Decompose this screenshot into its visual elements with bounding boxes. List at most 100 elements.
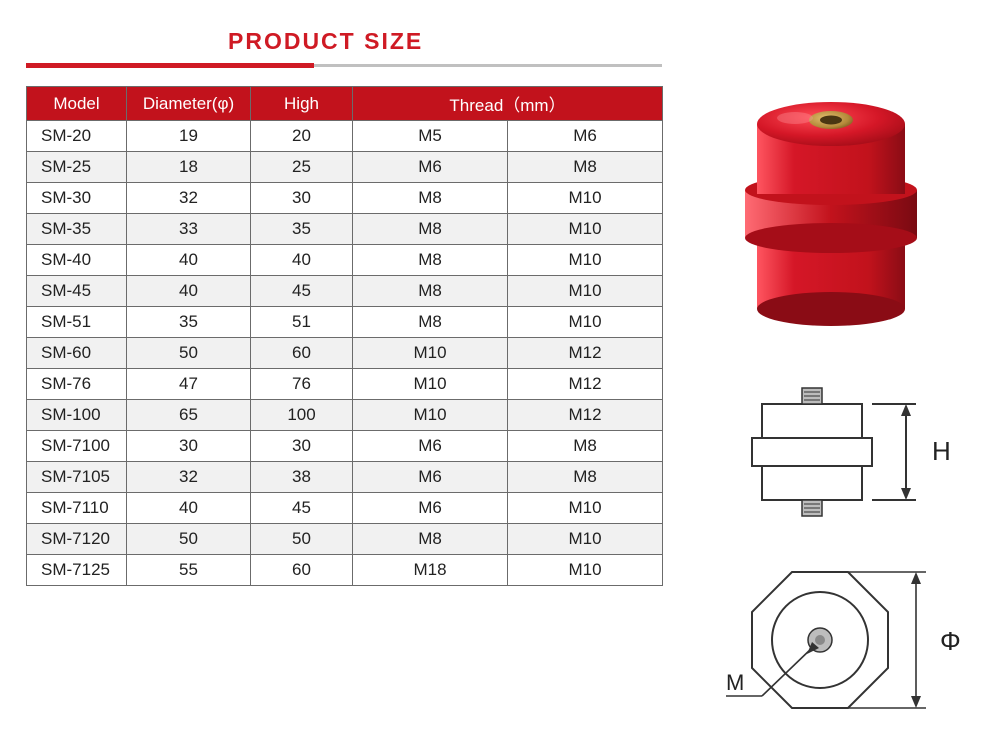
- h-label: H: [932, 436, 951, 466]
- cell-diameter: 50: [127, 338, 251, 369]
- section-title: PRODUCT SIZE: [228, 28, 423, 55]
- cell-thread-1: M8: [353, 183, 508, 214]
- cell-high: 50: [251, 524, 353, 555]
- cell-thread-1: M6: [353, 462, 508, 493]
- cell-high: 40: [251, 245, 353, 276]
- cell-diameter: 18: [127, 152, 251, 183]
- col-model: Model: [27, 87, 127, 121]
- cell-high: 25: [251, 152, 353, 183]
- col-high: High: [251, 87, 353, 121]
- cell-model: SM-7120: [27, 524, 127, 555]
- cell-model: SM-45: [27, 276, 127, 307]
- cell-model: SM-51: [27, 307, 127, 338]
- cell-thread-2: M10: [508, 555, 663, 586]
- table-row: SM-71104045M6M10: [27, 493, 663, 524]
- cell-thread-2: M12: [508, 400, 663, 431]
- cell-thread-2: M10: [508, 493, 663, 524]
- cell-thread-2: M8: [508, 431, 663, 462]
- cell-diameter: 35: [127, 307, 251, 338]
- table-row: SM-454045M8M10: [27, 276, 663, 307]
- size-table-wrap: Model Diameter(φ) High Thread（mm） SM-201…: [26, 86, 662, 586]
- cell-thread-2: M10: [508, 524, 663, 555]
- cell-thread-2: M12: [508, 369, 663, 400]
- cell-thread-1: M6: [353, 152, 508, 183]
- cell-model: SM-7110: [27, 493, 127, 524]
- cell-diameter: 19: [127, 121, 251, 152]
- title-rule-red: [26, 63, 314, 68]
- cell-model: SM-40: [27, 245, 127, 276]
- cell-thread-1: M10: [353, 369, 508, 400]
- cell-thread-2: M8: [508, 462, 663, 493]
- cell-high: 30: [251, 183, 353, 214]
- cell-thread-1: M8: [353, 524, 508, 555]
- cell-thread-1: M10: [353, 338, 508, 369]
- cell-model: SM-7125: [27, 555, 127, 586]
- table-row: SM-71053238M6M8: [27, 462, 663, 493]
- cell-thread-2: M10: [508, 183, 663, 214]
- cell-diameter: 40: [127, 276, 251, 307]
- cell-thread-1: M18: [353, 555, 508, 586]
- cell-thread-1: M8: [353, 307, 508, 338]
- cell-diameter: 32: [127, 183, 251, 214]
- cell-diameter: 33: [127, 214, 251, 245]
- cell-thread-2: M10: [508, 245, 663, 276]
- page-root: PRODUCT SIZE Model Diameter(φ) High Thre…: [0, 0, 1000, 734]
- table-row: SM-201920M5M6: [27, 121, 663, 152]
- cell-diameter: 32: [127, 462, 251, 493]
- col-thread: Thread（mm）: [353, 87, 663, 121]
- cell-thread-1: M8: [353, 276, 508, 307]
- cell-high: 45: [251, 276, 353, 307]
- cell-thread-1: M5: [353, 121, 508, 152]
- table-row: SM-10065100M10M12: [27, 400, 663, 431]
- cell-thread-1: M10: [353, 400, 508, 431]
- cell-thread-1: M6: [353, 493, 508, 524]
- cell-model: SM-7105: [27, 462, 127, 493]
- m-label: M: [726, 670, 744, 695]
- table-row: SM-71003030M6M8: [27, 431, 663, 462]
- table-row: SM-404040M8M10: [27, 245, 663, 276]
- table-row: SM-513551M8M10: [27, 307, 663, 338]
- cell-thread-2: M8: [508, 152, 663, 183]
- cell-thread-1: M6: [353, 431, 508, 462]
- diagram-phi: M Φ: [692, 556, 980, 726]
- cell-thread-2: M10: [508, 214, 663, 245]
- cell-high: 20: [251, 121, 353, 152]
- product-photo: [715, 70, 947, 328]
- cell-thread-2: M6: [508, 121, 663, 152]
- cell-diameter: 50: [127, 524, 251, 555]
- cell-model: SM-35: [27, 214, 127, 245]
- cell-thread-1: M8: [353, 245, 508, 276]
- cell-high: 38: [251, 462, 353, 493]
- cell-model: SM-25: [27, 152, 127, 183]
- cell-thread-1: M8: [353, 214, 508, 245]
- col-diameter: Diameter(φ): [127, 87, 251, 121]
- cell-high: 51: [251, 307, 353, 338]
- cell-diameter: 40: [127, 493, 251, 524]
- cell-diameter: 47: [127, 369, 251, 400]
- cell-diameter: 30: [127, 431, 251, 462]
- table-row: SM-353335M8M10: [27, 214, 663, 245]
- cell-model: SM-7100: [27, 431, 127, 462]
- cell-diameter: 40: [127, 245, 251, 276]
- cell-diameter: 65: [127, 400, 251, 431]
- cell-thread-2: M10: [508, 276, 663, 307]
- table-row: SM-303230M8M10: [27, 183, 663, 214]
- cell-thread-2: M12: [508, 338, 663, 369]
- cell-high: 45: [251, 493, 353, 524]
- phi-label: Φ: [940, 626, 961, 656]
- cell-high: 76: [251, 369, 353, 400]
- cell-high: 35: [251, 214, 353, 245]
- size-table: Model Diameter(φ) High Thread（mm） SM-201…: [26, 86, 663, 586]
- cell-high: 60: [251, 338, 353, 369]
- table-row: SM-71205050M8M10: [27, 524, 663, 555]
- cell-model: SM-76: [27, 369, 127, 400]
- cell-thread-2: M10: [508, 307, 663, 338]
- table-row: SM-71255560M18M10: [27, 555, 663, 586]
- cell-high: 60: [251, 555, 353, 586]
- table-row: SM-605060M10M12: [27, 338, 663, 369]
- cell-high: 30: [251, 431, 353, 462]
- cell-diameter: 55: [127, 555, 251, 586]
- cell-model: SM-60: [27, 338, 127, 369]
- diagram-height: H: [728, 374, 968, 524]
- cell-model: SM-100: [27, 400, 127, 431]
